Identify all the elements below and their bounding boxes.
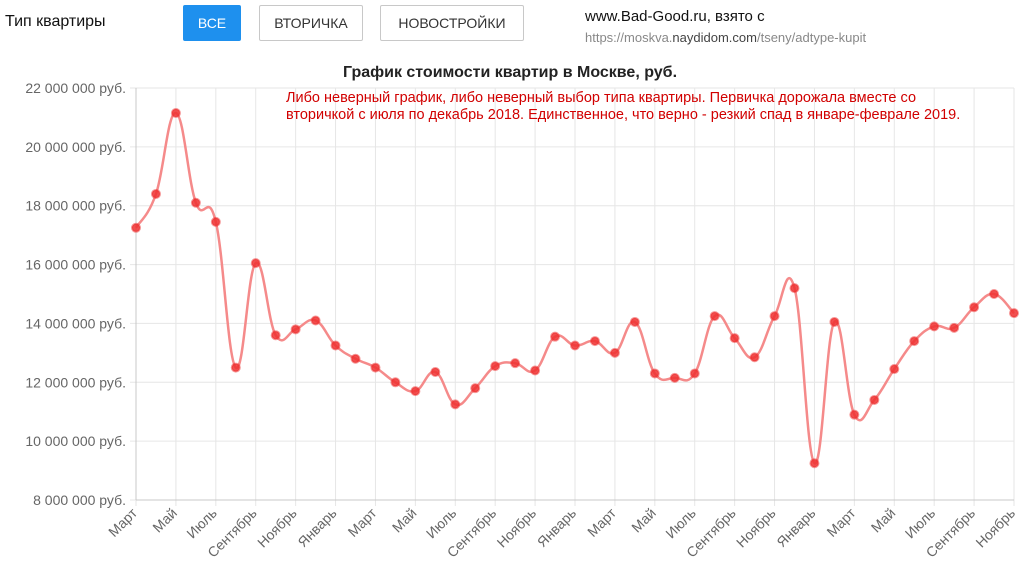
- data-point: [869, 394, 880, 405]
- x-tick-label: Июль: [423, 505, 460, 542]
- x-tick-label: Март: [584, 504, 619, 539]
- y-tick-label: 18 000 000 руб.: [25, 198, 126, 214]
- filter-all-button[interactable]: Все: [183, 5, 241, 41]
- x-tick-label: Январь: [773, 505, 818, 550]
- data-point: [410, 386, 421, 397]
- filter-label: Тип квартиры: [5, 13, 106, 30]
- x-tick-label: Ноябрь: [972, 505, 1018, 551]
- data-point: [270, 330, 281, 341]
- data-point: [190, 197, 201, 208]
- x-tick-label: Июль: [662, 505, 699, 542]
- data-point: [949, 322, 960, 333]
- data-point: [769, 311, 780, 322]
- data-point: [390, 377, 401, 388]
- data-point: [510, 358, 521, 369]
- data-point: [729, 333, 740, 344]
- data-point: [330, 340, 341, 351]
- source-link[interactable]: https://moskva.naydidom.com/tseny/adtype…: [585, 30, 866, 45]
- chart-title: График стоимости квартир в Москве, руб.: [343, 64, 677, 81]
- x-tick-label: Июль: [183, 505, 220, 542]
- source-url-path: /tseny/adtype-kupit: [756, 30, 867, 45]
- x-tick-label: Май: [868, 505, 899, 536]
- filter-secondary-button[interactable]: Вторичка: [259, 5, 363, 41]
- x-tick-label: Июль: [902, 505, 939, 542]
- data-point: [929, 321, 940, 332]
- y-tick-label: 22 000 000 руб.: [25, 80, 126, 96]
- x-tick-label: Ноябрь: [494, 505, 540, 551]
- data-point: [570, 340, 580, 351]
- data-point: [809, 458, 820, 469]
- data-point: [490, 361, 501, 372]
- data-point: [170, 108, 181, 119]
- x-tick-label: Ноябрь: [733, 505, 779, 551]
- data-point: [889, 364, 900, 375]
- source-url-host: naydidom.com: [672, 30, 757, 45]
- data-point: [310, 315, 321, 326]
- source-title: www.Bad-Good.ru, взято с: [585, 8, 765, 25]
- data-point: [829, 316, 840, 327]
- data-point: [589, 336, 600, 347]
- x-tick-label: Май: [149, 505, 180, 536]
- data-point: [709, 311, 720, 322]
- data-point: [230, 362, 241, 373]
- x-tick-label: Март: [105, 504, 140, 539]
- data-point: [450, 399, 461, 410]
- data-point: [629, 316, 640, 327]
- x-tick-label: Май: [628, 505, 659, 536]
- data-point: [669, 372, 680, 383]
- data-point: [210, 216, 221, 227]
- y-tick-label: 8 000 000 руб.: [33, 492, 126, 508]
- data-point: [689, 368, 700, 379]
- y-tick-label: 10 000 000 руб.: [25, 433, 126, 449]
- chart-annotation: Либо неверный график, либо неверный выбо…: [286, 90, 961, 123]
- x-tick-label: Январь: [534, 505, 579, 550]
- data-point: [609, 347, 620, 358]
- data-point: [470, 383, 481, 394]
- x-tick-label: Январь: [294, 505, 339, 550]
- data-point: [131, 222, 141, 233]
- y-tick-label: 14 000 000 руб.: [25, 315, 126, 331]
- x-tick-label: Май: [389, 505, 420, 536]
- data-point: [849, 409, 860, 420]
- data-point: [250, 258, 261, 269]
- data-point: [969, 302, 980, 313]
- y-tick-label: 16 000 000 руб.: [25, 257, 126, 273]
- y-tick-label: 12 000 000 руб.: [25, 374, 126, 390]
- data-point: [290, 324, 301, 335]
- data-point: [909, 336, 920, 347]
- data-point: [350, 353, 361, 364]
- data-point: [749, 352, 760, 363]
- data-point: [430, 366, 441, 377]
- x-tick-label: Март: [345, 504, 380, 539]
- data-point: [550, 331, 561, 342]
- source-url-prefix: https://moskva.: [585, 30, 673, 45]
- data-point: [789, 283, 800, 294]
- data-point: [530, 365, 541, 376]
- data-point: [989, 289, 1000, 299]
- data-point: [1009, 308, 1019, 319]
- data-point: [370, 362, 381, 373]
- x-tick-label: Март: [823, 504, 858, 539]
- x-tick-label: Ноябрь: [254, 505, 300, 551]
- data-point: [150, 188, 161, 199]
- y-tick-label: 20 000 000 руб.: [25, 139, 126, 155]
- filter-new-buildings-button[interactable]: Новостройки: [380, 5, 524, 41]
- data-point: [649, 368, 660, 379]
